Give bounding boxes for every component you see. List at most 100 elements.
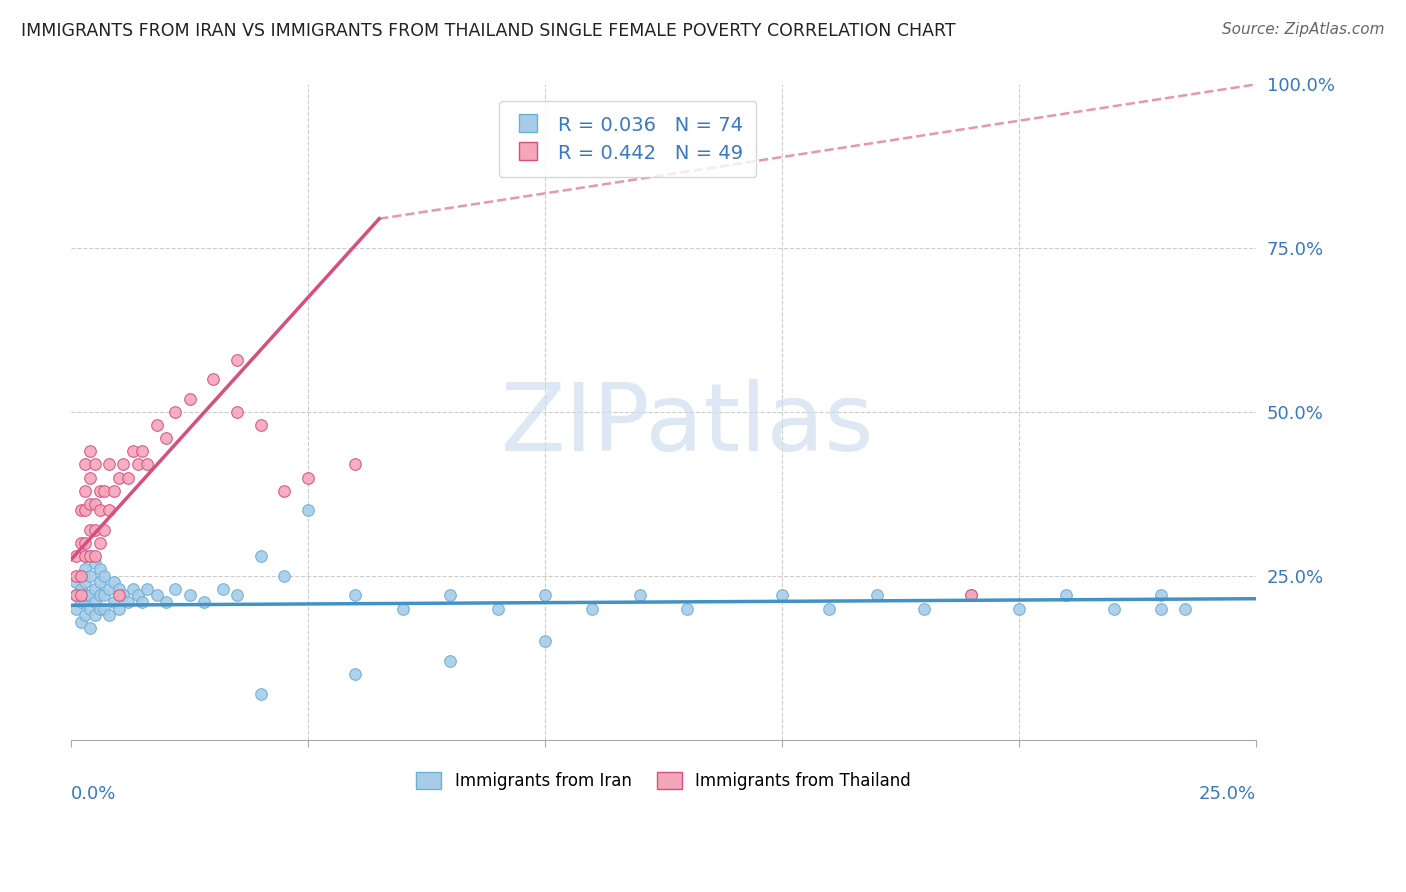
Point [107,582,129,596]
Point [65,568,87,582]
Point [107,589,129,603]
Point [297,470,319,484]
Point [117,470,139,484]
Point [79,470,101,484]
Point [75,483,97,498]
Point [202,372,225,386]
Point [770,589,793,603]
Text: IMMIGRANTS FROM IRAN VS IMMIGRANTS FROM THAILAND SINGLE FEMALE POVERTY CORRELATI: IMMIGRANTS FROM IRAN VS IMMIGRANTS FROM … [21,22,956,40]
Point [273,568,295,582]
Point [534,589,557,603]
Point [79,549,101,563]
Point [79,621,101,635]
Point [1054,589,1077,603]
Point [121,444,143,458]
Point [534,634,557,648]
Point [75,562,97,576]
Point [84,523,107,537]
Point [226,405,249,419]
Point [155,431,177,445]
Point [84,458,107,472]
Point [75,595,97,609]
Point [84,497,107,511]
Point [69,582,91,596]
Point [79,523,101,537]
Point [93,589,115,603]
Point [249,687,271,701]
Point [131,444,153,458]
Point [103,595,125,609]
Point [107,470,129,484]
Point [486,601,509,615]
Point [344,589,367,603]
Point [127,589,149,603]
Point [165,582,187,596]
Point [344,458,367,472]
Point [107,601,129,615]
Point [439,654,461,668]
Point [65,589,87,603]
Point [79,589,101,603]
Point [344,667,367,681]
Point [439,589,461,603]
Point [79,568,101,582]
Point [136,582,159,596]
Point [75,549,97,563]
Point [93,483,115,498]
Point [89,503,111,517]
Point [89,483,111,498]
Point [117,595,139,609]
Point [273,483,295,498]
Point [127,458,149,472]
Point [84,556,107,570]
Point [89,562,111,576]
Point [103,575,125,590]
Point [581,601,603,615]
Point [69,589,91,603]
Point [93,601,115,615]
Point [84,608,107,623]
Point [79,497,101,511]
Point [628,589,651,603]
Point [69,568,91,582]
Point [75,549,97,563]
Point [98,503,121,517]
Point [1150,589,1173,603]
Point [65,549,87,563]
Point [93,523,115,537]
Legend: R = 0.036   N = 74, R = 0.442   N = 49: R = 0.036 N = 74, R = 0.442 N = 49 [499,101,756,177]
Point [98,458,121,472]
Point [121,582,143,596]
Point [84,549,107,563]
Point [145,418,167,433]
Point [84,582,107,596]
Point [79,601,101,615]
Point [1008,601,1031,615]
Point [75,589,97,603]
Point [249,549,271,563]
Point [179,392,201,406]
Point [211,582,233,596]
Point [79,549,101,563]
Point [65,575,87,590]
Point [179,589,201,603]
Point [145,589,167,603]
Point [112,589,135,603]
Point [89,589,111,603]
Text: ZIPatlas: ZIPatlas [501,379,875,471]
Point [193,595,215,609]
Point [1150,601,1173,615]
Point [75,503,97,517]
Point [98,608,121,623]
Point [131,595,153,609]
Point [69,536,91,550]
Point [75,458,97,472]
Point [1102,601,1125,615]
Point [1174,601,1197,615]
Point [75,536,97,550]
Point [69,568,91,582]
Point [297,503,319,517]
Point [960,589,983,603]
Point [65,601,87,615]
Point [960,589,983,603]
